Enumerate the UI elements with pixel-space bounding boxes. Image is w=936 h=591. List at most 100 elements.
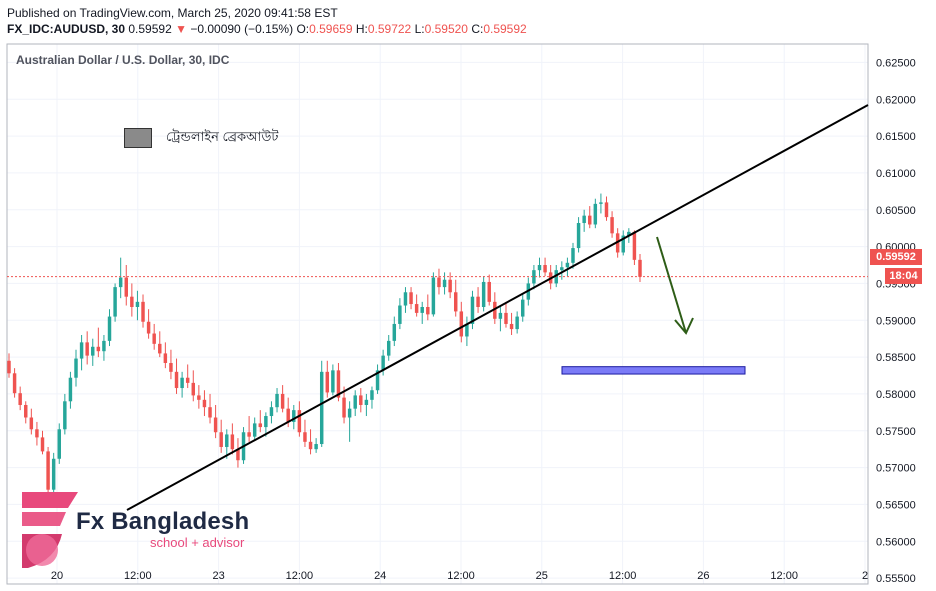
candle-body	[185, 377, 190, 383]
candle-body	[453, 292, 458, 312]
candle-body	[426, 307, 430, 315]
candle-body	[398, 305, 402, 324]
candle-body	[57, 429, 61, 459]
candle-body	[96, 346, 101, 352]
target-zone[interactable]	[561, 366, 746, 375]
candle-body	[35, 429, 39, 438]
candle-body	[370, 390, 374, 400]
candle-body	[481, 281, 486, 308]
candle-body	[515, 316, 519, 330]
candle-body	[40, 437, 45, 452]
candle-body	[269, 407, 274, 417]
candle-body	[219, 432, 223, 447]
time-axis[interactable]: 20 12:00 23 12:00 24 12:00 25 12:00 26 12:00 2	[51, 570, 868, 582]
candle-body	[18, 393, 22, 405]
price-tick-label: 0.61000	[876, 168, 916, 180]
candle-body	[180, 377, 184, 389]
candle-body	[319, 371, 324, 445]
price-tick-label: 0.62000	[876, 94, 916, 106]
price-tick-label: 0.57000	[876, 463, 916, 475]
candle-body	[292, 410, 296, 422]
candle-body	[392, 323, 397, 341]
candle-body	[135, 301, 140, 308]
candle-body	[213, 417, 218, 433]
candle-body	[632, 231, 637, 260]
price-tick-label: 0.58000	[876, 389, 916, 401]
candle-body	[359, 395, 363, 405]
candle-body	[236, 449, 240, 461]
candle-body	[576, 223, 581, 249]
candle-body	[247, 432, 251, 437]
price-tick-label: 0.61500	[876, 131, 916, 143]
candle-body	[336, 370, 341, 398]
time-tick-label: 26	[697, 570, 709, 582]
candle-body	[537, 265, 542, 271]
candle-body	[459, 311, 464, 337]
candle-body	[604, 202, 609, 218]
price-tick-label: 0.62500	[876, 57, 916, 69]
candle-body	[85, 342, 89, 356]
candle-body	[420, 307, 424, 313]
candle-body	[599, 202, 603, 204]
close-label: C:	[471, 22, 484, 36]
candle-body	[169, 362, 173, 372]
candle-body	[465, 323, 469, 337]
candle-body	[509, 323, 514, 330]
time-tick-label: 12:00	[286, 570, 314, 582]
change-arrow-icon: ▼	[175, 22, 187, 36]
candle-body	[409, 292, 413, 305]
candle-body	[325, 371, 330, 393]
candle-body	[113, 287, 117, 317]
down-arrow-icon[interactable]	[656, 236, 694, 335]
candle-body	[381, 355, 385, 371]
candle-body	[202, 399, 207, 408]
published-text: Published on TradingView.com, March 25, …	[7, 6, 338, 20]
candle-body	[347, 408, 352, 418]
low-value: 0.59520	[424, 22, 468, 36]
candle-body	[627, 231, 631, 236]
legend-label: ট্রেন্ডলাইন ব্রেকআউট	[166, 129, 279, 144]
candle-body	[79, 342, 84, 359]
candle-body	[442, 279, 447, 288]
candle-body	[353, 395, 357, 409]
candle-body	[532, 270, 536, 284]
candle-body	[308, 441, 313, 450]
time-tick-label: 25	[536, 570, 548, 582]
candle-body	[582, 215, 586, 224]
candle-body	[431, 277, 436, 315]
time-tick-label: 12:00	[770, 570, 798, 582]
time-tick-label: 20	[51, 570, 63, 582]
candle-body	[487, 281, 491, 302]
trendline[interactable]	[126, 104, 869, 511]
candle-body	[102, 340, 106, 352]
candle-body	[493, 301, 497, 319]
candle-body	[297, 410, 302, 433]
candle-body	[476, 296, 480, 308]
time-tick-label: 2	[862, 570, 868, 582]
price-tick-label: 0.58500	[876, 352, 916, 364]
candle-body	[437, 277, 441, 288]
candle-body	[386, 340, 391, 356]
candle-body	[152, 333, 156, 344]
candle-body	[252, 423, 257, 437]
candle-body	[118, 277, 123, 288]
candle-body	[560, 267, 564, 271]
candle-body	[91, 346, 95, 356]
published-line: Published on TradingView.com, March 25, …	[7, 6, 338, 20]
candle-body	[74, 358, 78, 378]
candle-body	[258, 423, 263, 428]
last-price-tag: 0.59592	[870, 249, 922, 265]
symbol-label[interactable]: FX_IDC:AUDUSD, 30	[7, 22, 126, 36]
candle-body	[191, 382, 196, 396]
price-axis[interactable]: 0.625000.620000.615000.610000.605000.600…	[876, 57, 916, 585]
candle-body	[331, 370, 335, 393]
price-tick-label: 0.57500	[876, 426, 916, 438]
price-tick-label: 0.56500	[876, 499, 916, 511]
candle-body	[303, 432, 307, 442]
candle-body	[7, 360, 11, 374]
price-tick-label: 0.55500	[876, 573, 916, 585]
candle-body	[280, 393, 285, 409]
candle-body	[51, 458, 56, 490]
candle-body	[610, 217, 614, 234]
